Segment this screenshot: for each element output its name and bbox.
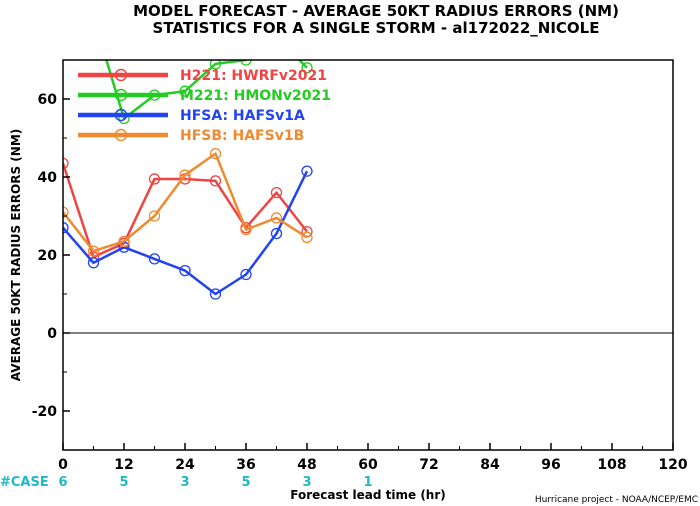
- series-4-point: [87, 245, 100, 257]
- series-1-point: [63, 157, 69, 169]
- series-4-point: [209, 147, 222, 160]
- series-3-point: [148, 253, 161, 265]
- case-count: 6: [58, 475, 67, 490]
- y-tick-label: 0: [47, 326, 57, 342]
- series-1-point: [270, 186, 283, 199]
- y-tick-label: 40: [38, 170, 58, 186]
- x-axis-label: Forecast lead time (hr): [290, 488, 446, 502]
- series-4-point: [179, 169, 191, 181]
- x-tick-label: 48: [297, 457, 316, 473]
- series-line-4: [63, 152, 308, 253]
- x-tick-label: 96: [541, 457, 560, 473]
- legend: H221: HWRFv2021 M221: HMONv2021 HFSA: HAFS…: [78, 68, 331, 144]
- case-label: #CASE: [0, 475, 49, 490]
- x-tick-label: 72: [419, 457, 438, 473]
- legend-marker: [114, 108, 128, 122]
- x-tick-label: 84: [480, 457, 500, 473]
- series-4-point: [148, 210, 161, 222]
- legend-label: M221: HMONv2021: [180, 88, 331, 104]
- credit-text: Hurricane project - NOAA/NCEP/EMC: [535, 495, 698, 505]
- series-4-point: [270, 212, 283, 224]
- legend-marker: [114, 68, 128, 82]
- series-3-point: [240, 268, 252, 281]
- series-3-point: [209, 288, 222, 300]
- x-tick-label: 36: [236, 457, 255, 473]
- series-line-1: [63, 162, 308, 259]
- x-tick-label: 60: [358, 457, 378, 473]
- series-2-point: [209, 60, 222, 70]
- x-axis: 0 12 24 36 48 60 72 84 96 108 120: [58, 443, 688, 473]
- plot-area: [63, 12, 313, 300]
- x-tick-label: 12: [114, 457, 133, 473]
- y-tick-label: 60: [38, 92, 58, 108]
- legend-marker: [114, 88, 128, 102]
- series-3-point: [87, 257, 100, 269]
- case-count: 5: [119, 475, 128, 490]
- case-count: 3: [302, 475, 311, 490]
- series-2-point: [240, 60, 252, 66]
- legend-label: H221: HWRFv2021: [180, 68, 327, 84]
- series-1-point: [209, 175, 222, 187]
- x-tick-label: 120: [658, 457, 687, 473]
- series-4-point: [63, 206, 69, 218]
- series-2-point: [179, 85, 191, 97]
- case-count: 5: [241, 475, 250, 490]
- case-count: 1: [363, 475, 372, 490]
- series-4-point: [301, 231, 313, 244]
- series-3-point: [301, 165, 313, 177]
- y-axis: -20 0 20 40 60: [32, 59, 70, 451]
- series-3-point: [270, 227, 283, 240]
- series-line-3: [63, 170, 309, 296]
- chart-subtitle: STATISTICS FOR A SINGLE STORM - al172022…: [153, 19, 600, 37]
- x-tick-label: 108: [597, 457, 626, 473]
- series-1-point: [148, 173, 161, 185]
- legend-label: HFSB: HAFSv1B: [180, 128, 304, 144]
- plot-frame: [62, 59, 674, 451]
- chart-title: MODEL FORECAST - AVERAGE 50KT RADIUS ERR…: [133, 2, 619, 20]
- legend-marker: [114, 128, 128, 142]
- series-4-point: [118, 235, 130, 248]
- case-count: 3: [180, 475, 189, 490]
- x-tick-label: 0: [58, 457, 68, 473]
- y-tick-label: -20: [32, 404, 58, 420]
- series-3-point: [179, 264, 191, 277]
- series-2-point: [301, 62, 313, 74]
- y-tick-label: 20: [38, 248, 58, 264]
- series-2-point: [89, 12, 99, 22]
- case-counts: 6 5 3 5 3 1: [58, 475, 372, 490]
- series-4-point: [240, 223, 252, 236]
- y-axis-label: AVERAGE 50KT RADIUS ERRORS (NM): [9, 129, 23, 381]
- series-3-point: [63, 222, 69, 234]
- x-tick-label: 24: [175, 457, 195, 473]
- legend-label: HFSA: HAFSv1A: [180, 108, 305, 124]
